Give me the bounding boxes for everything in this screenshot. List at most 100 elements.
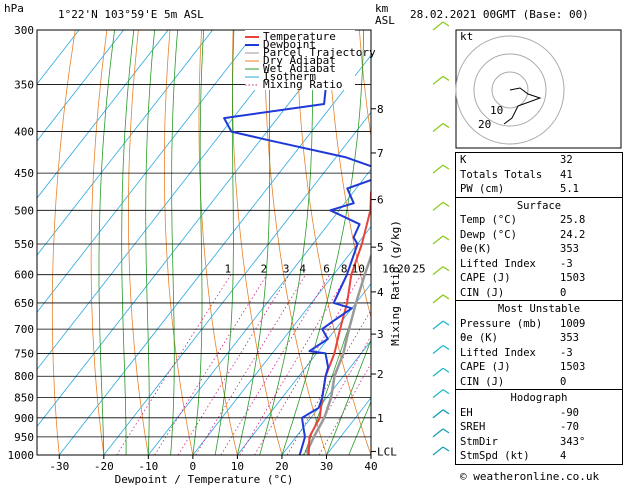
isotherm-line <box>37 30 213 256</box>
temperature-tick-label: -20 <box>94 460 114 473</box>
pressure-tick-label: 500 <box>14 204 34 217</box>
station-title: 1°22'N 103°59'E 5m ASL <box>58 8 204 21</box>
legend-bg <box>245 30 355 90</box>
dry-adiabat-line <box>232 30 283 455</box>
hodograph-unit-label: kt <box>460 30 473 43</box>
dry-adiabat-line <box>264 30 327 455</box>
pressure-tick-label: 550 <box>14 238 34 251</box>
most-unstable-label: CIN (J) <box>460 375 505 388</box>
pressure-tick-label: 850 <box>14 392 34 405</box>
isotherm-line <box>237 283 371 455</box>
km-tick-label: 3 <box>377 328 384 341</box>
mixing-ratio-label: 6 <box>323 263 330 276</box>
plot-frame <box>36 29 372 456</box>
wind-barb <box>432 344 444 354</box>
isotherm-line <box>37 30 303 371</box>
mixing-ratio-label: 10 <box>352 263 365 276</box>
mixing-ratio-label: 4 <box>299 263 306 276</box>
wind-barb-flag <box>442 201 450 207</box>
hodograph-row: SREH -70 <box>456 420 622 435</box>
isotherm-line <box>37 30 80 85</box>
legend-label: Wet Adiabat <box>263 62 336 75</box>
dry-adiabat-line <box>198 30 238 455</box>
pressure-tick-label: 300 <box>14 24 34 37</box>
wet-adiabat-line <box>348 400 371 455</box>
pressure-tick-label: 950 <box>14 431 34 444</box>
wind-barb-flag <box>442 389 450 395</box>
wind-barb <box>432 446 444 456</box>
mixing-ratio-line <box>239 274 348 455</box>
index-label: PW (cm) <box>460 183 505 195</box>
most-unstable-value: 353 <box>560 332 579 344</box>
dry-adiabat-line <box>127 30 149 455</box>
wind-barb-flag <box>442 320 450 326</box>
most-unstable-value: 1009 <box>560 317 586 330</box>
pressure-tick-label: 400 <box>14 126 34 139</box>
km-tick-label: 1 <box>377 412 384 425</box>
surface-value: 1503 <box>560 272 586 284</box>
most-unstable-row: θe (K) 353 <box>456 331 622 346</box>
hodograph-value: 343° <box>560 435 586 448</box>
mixing-ratio-line <box>220 274 330 455</box>
legend-label: Mixing Ratio <box>263 78 342 91</box>
km-tick-label: LCL <box>377 445 397 458</box>
index-label: Totals Totals <box>460 168 543 181</box>
temperature-tick-label: 0 <box>190 460 197 473</box>
surface-label: Temp (°C) <box>460 214 517 226</box>
hodograph-ring <box>473 53 547 127</box>
hodograph-row: StmSpd (kt) 4 <box>456 449 622 464</box>
wet-adiabat-line <box>214 30 235 455</box>
legend-label: Temperature <box>263 30 336 43</box>
mixing-ratio-label: 8 <box>341 263 348 276</box>
most-unstable-value: -3 <box>560 346 573 359</box>
hodograph-row: StmDir 343° <box>456 435 622 450</box>
surface-row: Dewp (°C) 24.2 <box>456 228 622 243</box>
hodograph-label: SREH <box>460 421 486 433</box>
hodograph-ring <box>491 71 529 109</box>
hodograph-label: StmDir <box>460 435 498 448</box>
isotherm-line <box>192 225 371 455</box>
mixing-ratio-label: 16 <box>382 263 395 276</box>
legend-label: Isotherm <box>263 70 316 83</box>
most-unstable-label: Lifted Index <box>460 346 536 359</box>
legend-label: Dewpoint <box>263 38 316 51</box>
isotherm-line <box>148 168 371 455</box>
surface-row: CIN (J) 0 <box>456 286 622 301</box>
surface-value: 24.2 <box>560 228 586 241</box>
surface-label: Lifted Index <box>460 257 536 270</box>
hodograph-ring-label: 20 <box>478 118 491 131</box>
km-tick-label: 4 <box>377 286 384 299</box>
pressure-tick-label: 900 <box>14 412 34 425</box>
wind-barb <box>432 123 444 133</box>
km-tick-label: 6 <box>377 194 384 207</box>
pressure-tick-label: 700 <box>14 323 34 336</box>
legend-label: Parcel Trajectory <box>263 46 376 59</box>
pressure-tick-label: 1000 <box>8 449 35 462</box>
surface-value: 0 <box>560 286 567 299</box>
wind-barb-flag <box>442 446 450 452</box>
isotherm-line <box>281 340 371 455</box>
wind-barb <box>432 367 444 377</box>
x-axis-label: Dewpoint / Temperature (°C) <box>115 473 294 486</box>
mixing-ratio-line <box>286 309 371 455</box>
surface-label: CIN (J) <box>460 286 505 299</box>
surface-value: 25.8 <box>560 214 586 226</box>
mixing-ratio-axis-label: Mixing Ratio (g/kg) <box>389 220 402 346</box>
wind-barb <box>432 235 444 245</box>
pressure-tick-label: 750 <box>14 347 34 360</box>
index-label: K <box>460 154 467 166</box>
mixing-ratio-label: 3 <box>283 263 290 276</box>
wet-adiabat-line <box>98 30 115 455</box>
most-unstable-value: 1503 <box>560 361 586 373</box>
pressure-tick-label: 350 <box>14 78 34 91</box>
dry-adiabat-line <box>51 30 76 455</box>
hodograph-ring <box>455 35 565 145</box>
wind-barb <box>432 409 444 419</box>
wet-adiabat-line <box>170 30 179 455</box>
wind-barb <box>432 201 444 211</box>
hodograph-label: EH <box>460 406 473 419</box>
pressure-unit-label: hPa <box>4 2 24 15</box>
wind-barb <box>432 21 444 31</box>
mixing-ratio-label: 1 <box>225 263 232 276</box>
